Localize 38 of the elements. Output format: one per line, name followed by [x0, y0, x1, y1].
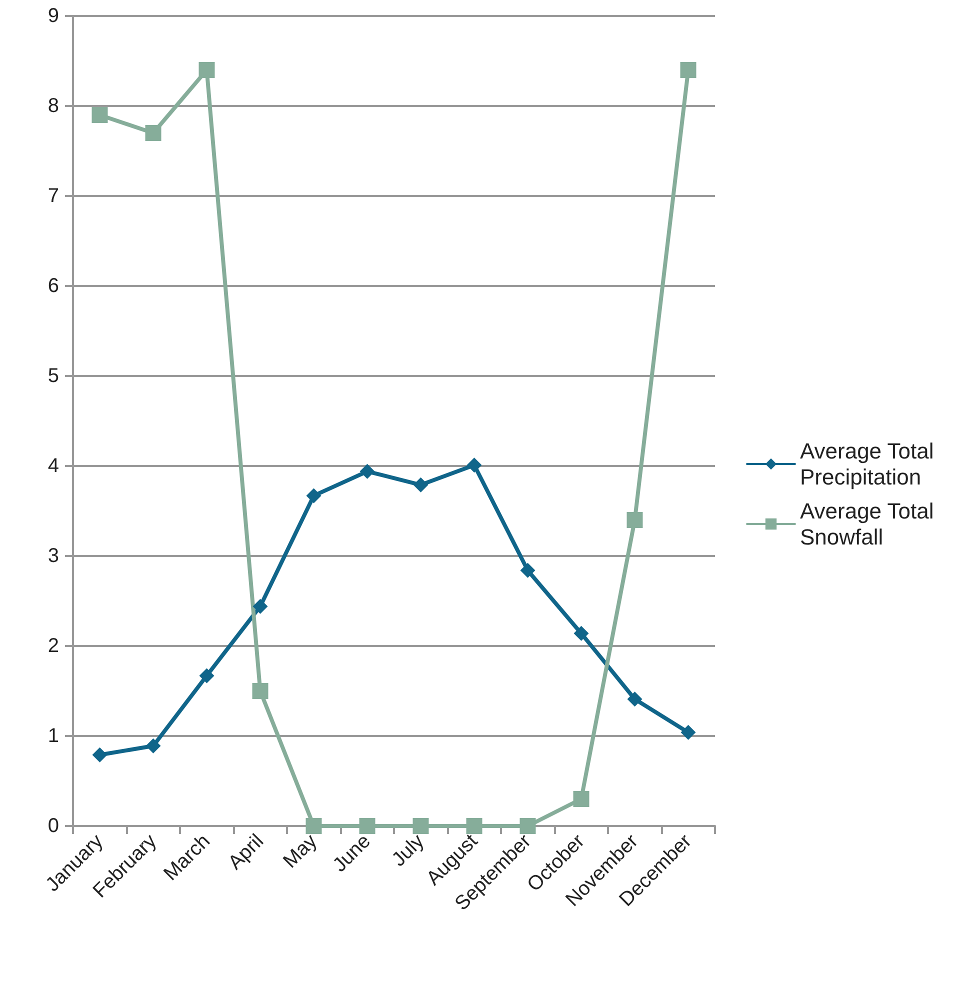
point [198, 62, 215, 78]
y-tick-label: 0 [48, 815, 59, 837]
point [360, 464, 375, 479]
x-tick-label: May [279, 830, 322, 872]
point [252, 683, 268, 699]
point [146, 738, 161, 754]
point [306, 488, 322, 504]
point [145, 125, 162, 141]
point [466, 458, 482, 473]
point [573, 791, 590, 807]
y-tick-label: 2 [48, 635, 59, 657]
point [466, 818, 482, 834]
point [627, 692, 642, 707]
point [359, 818, 376, 834]
y-tick-label: 6 [48, 275, 59, 297]
point [574, 626, 589, 641]
point [413, 477, 428, 492]
point [199, 668, 214, 684]
y-tick-label: 3 [48, 545, 59, 567]
y-tick-label: 5 [48, 365, 59, 387]
point [306, 818, 322, 834]
x-tick-label: July [388, 830, 429, 871]
point [252, 598, 268, 614]
point [626, 512, 643, 528]
point [412, 818, 429, 834]
y-tick-label: 4 [48, 455, 59, 477]
legend-label: Average Total Snowfall [800, 498, 940, 550]
point [92, 747, 108, 762]
point [680, 724, 696, 740]
y-tick-label: 8 [48, 95, 59, 117]
y-tick-label: 7 [48, 185, 59, 207]
point [92, 107, 108, 123]
y-tick-label: 1 [48, 725, 59, 747]
point [520, 818, 536, 834]
point [680, 62, 696, 78]
y-tick-label: 9 [48, 5, 59, 27]
point [520, 562, 536, 578]
legend-label: Average Total Precipitation [800, 438, 940, 490]
